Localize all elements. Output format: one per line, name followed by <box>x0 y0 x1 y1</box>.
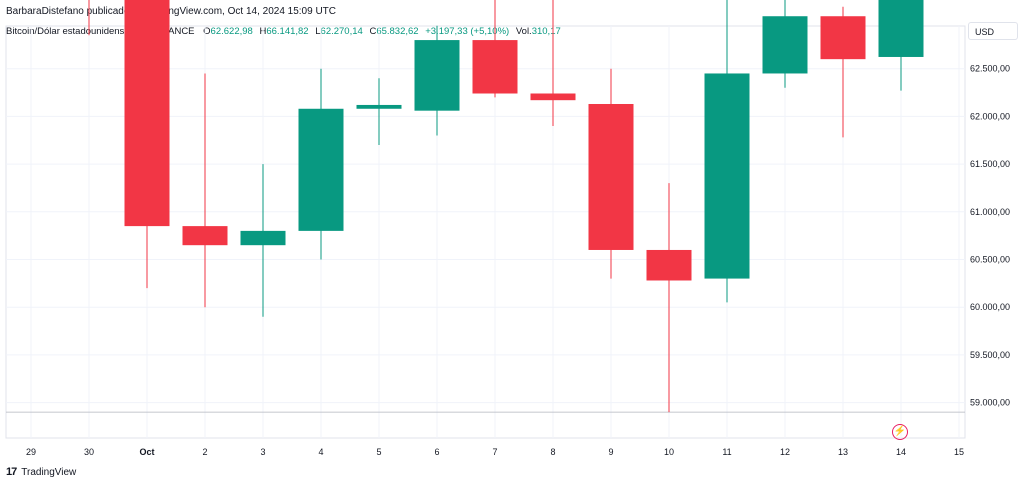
x-tick-label: 30 <box>84 447 94 457</box>
change-value: +3.197,33 (+5,10%) <box>425 26 510 37</box>
y-tick-label: 61.500,00 <box>970 159 1010 169</box>
x-tick-label: 15 <box>954 447 964 457</box>
y-tick-label: 59.500,00 <box>970 350 1010 360</box>
close-value: 65.832,62 <box>376 26 419 37</box>
candle-body <box>878 0 924 57</box>
candle-body <box>414 40 460 111</box>
plot-border <box>5 25 966 439</box>
volume-label: Vol. <box>515 26 532 37</box>
footer-brand: 17 TradingView <box>6 466 76 478</box>
y-tick-label: 62.500,00 <box>970 64 1010 74</box>
x-tick-label: 2 <box>202 447 207 457</box>
candle-body <box>472 40 518 94</box>
y-tick-label: 60.000,00 <box>970 302 1010 312</box>
currency-selector[interactable]: USD <box>968 22 1018 40</box>
x-tick-label: 11 <box>722 447 731 457</box>
candle-body <box>704 73 750 279</box>
x-tick-label: 5 <box>376 447 381 457</box>
x-tick-label: 10 <box>664 447 674 457</box>
y-tick-label: 59.000,00 <box>970 398 1010 408</box>
candle-body <box>240 230 286 246</box>
x-tick-label: 12 <box>780 447 790 457</box>
y-tick-label: 62.000,00 <box>970 111 1010 121</box>
x-tick-label: 4 <box>318 447 323 457</box>
candle-body <box>762 16 808 74</box>
symbol-legend: Bitcoin/Dólar estadounidense, 1D, BINANC… <box>6 26 561 37</box>
x-tick-label: 7 <box>492 447 497 457</box>
low-value: 62.270,14 <box>320 26 363 37</box>
candle-body <box>124 0 170 227</box>
volume-value: 310,17 <box>531 26 561 37</box>
candle-body <box>646 249 692 281</box>
x-tick-label: 6 <box>434 447 439 457</box>
candle-body <box>820 16 866 60</box>
symbol-name: Bitcoin/Dólar estadounidense, 1D, BINANC… <box>6 26 195 37</box>
x-tick-label: Oct <box>139 447 154 457</box>
tradingview-logo-icon: 17 <box>6 466 17 478</box>
y-tick-label: 60.500,00 <box>970 255 1010 265</box>
candle-body <box>356 104 402 109</box>
x-tick-label: 3 <box>260 447 265 457</box>
candle-body <box>588 103 634 250</box>
x-tick-label: 13 <box>838 447 848 457</box>
x-tick-label: 8 <box>550 447 555 457</box>
low-label: L <box>315 26 321 37</box>
x-tick-label: 14 <box>896 447 906 457</box>
close-label: C <box>369 26 377 37</box>
brand-name: TradingView <box>21 466 77 478</box>
candle-body <box>182 226 228 246</box>
publisher-caption: BarbaraDistefano publicado en TradingVie… <box>6 6 337 17</box>
x-tick-label: 9 <box>608 447 613 457</box>
open-label: O <box>203 26 211 37</box>
open-value: 62.622,98 <box>210 26 253 37</box>
x-tick-label: 29 <box>26 447 36 457</box>
high-value: 66.141,82 <box>266 26 309 37</box>
y-tick-label: 61.000,00 <box>970 207 1010 217</box>
candle-body <box>298 108 344 231</box>
flash-icon[interactable]: ⚡ <box>892 424 908 440</box>
candle-body <box>530 93 576 101</box>
